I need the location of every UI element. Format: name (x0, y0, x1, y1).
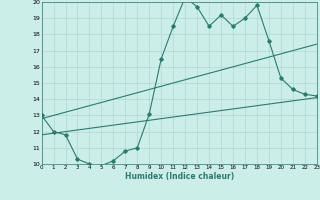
X-axis label: Humidex (Indice chaleur): Humidex (Indice chaleur) (124, 172, 234, 181)
